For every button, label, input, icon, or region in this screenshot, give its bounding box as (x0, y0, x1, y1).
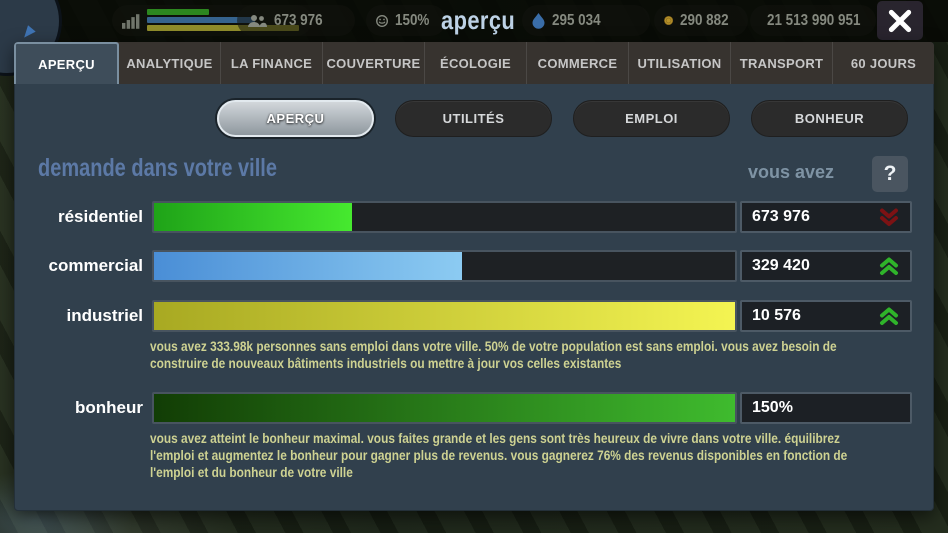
row-label-residential: résidentiel (57, 207, 143, 226)
value-box-commercial: 329 420 (740, 250, 912, 282)
you-have-label: vous avez (747, 162, 834, 182)
population-value: 673 976 (274, 11, 323, 29)
happiness-value: 150% (395, 11, 430, 29)
tab-ecologie[interactable]: ÉCOLOGIE (425, 42, 527, 84)
demand-bar-residential (152, 201, 737, 233)
population-pill[interactable]: 673 976 (237, 5, 355, 36)
value-box-residential: 673 976 (740, 201, 912, 233)
trend-up-icon (880, 307, 898, 325)
minimap-needle-icon (20, 25, 36, 41)
demand-bar-fill-residential (154, 203, 352, 231)
tab-couverture[interactable]: COUVERTURE (323, 42, 425, 84)
topbar: 673 976 150% aperçu 295 034 290 882 (0, 0, 948, 76)
smiley-icon (376, 14, 389, 27)
row-label-happiness: bonheur (75, 398, 143, 417)
value-box-industrial: 10 576 (740, 300, 912, 332)
tab-utilisation[interactable]: UTILISATION (629, 42, 731, 84)
row-label-industrial: industriel (66, 306, 143, 325)
industrial-value: 10 576 (752, 307, 801, 324)
tab-la-finance[interactable]: LA FINANCE (221, 42, 323, 84)
residential-value: 673 976 (752, 208, 810, 225)
happiness-caption: vous avez atteint le bonheur maximal. vo… (150, 431, 848, 480)
tab-bar: APERÇU ANALYTIQUE LA FINANCE COUVERTURE … (14, 42, 934, 84)
happiness-bar-fill (154, 394, 735, 422)
tab-commerce[interactable]: COMMERCE (527, 42, 629, 84)
overview-panel: APERÇU ANALYTIQUE LA FINANCE COUVERTURE … (14, 42, 934, 511)
demand-bar-fill-commercial (154, 252, 462, 280)
happiness-percent-value: 150% (752, 399, 793, 416)
cash-value: 21 513 990 951 (767, 11, 861, 29)
demand-bar-industrial (152, 300, 737, 332)
row-label-commercial: commercial (48, 256, 144, 275)
tab-apercu[interactable]: APERÇU (14, 42, 119, 84)
trend-up-icon (880, 257, 898, 275)
happiness-pill[interactable]: 150% (366, 5, 446, 36)
value-box-happiness: 150% (740, 392, 912, 424)
demand-bar-fill-industrial (154, 302, 735, 330)
trend-down-icon (880, 208, 898, 226)
industrial-caption: vous avez 333.98k personnes sans emploi … (150, 339, 837, 371)
blue-resource-pill[interactable]: 295 034 (522, 5, 650, 36)
subtab-utilites[interactable]: UTILITÉS (395, 100, 552, 137)
tab-60-jours[interactable]: 60 JOURS (850, 55, 917, 71)
tab-analytique[interactable]: ANALYTIQUE (119, 42, 221, 84)
close-icon (888, 9, 912, 32)
subtab-bonheur[interactable]: BONHEUR (751, 100, 908, 137)
page-title: aperçu (441, 5, 516, 35)
subtab-bar: APERÇU UTILITÉS EMPLOI BONHEUR (217, 100, 908, 137)
commercial-value: 329 420 (752, 257, 810, 274)
residential-mini-bar (146, 9, 209, 15)
water-drop-icon (532, 12, 545, 29)
subtab-emploi[interactable]: EMPLOI (573, 100, 730, 137)
bar-chart-icon (122, 13, 140, 29)
demand-mini-bars (146, 5, 303, 36)
section-heading: demande dans votre ville (38, 154, 277, 182)
population-icon (248, 14, 267, 27)
tab-transport[interactable]: TRANSPORT (731, 42, 833, 84)
gold-coins-pill[interactable]: 290 882 (654, 5, 748, 36)
gold-coins-value: 290 882 (680, 11, 729, 29)
demand-bar-commercial (152, 250, 737, 282)
blue-resource-value: 295 034 (552, 11, 601, 29)
subtab-apercu[interactable]: APERÇU (217, 100, 374, 137)
close-button[interactable] (877, 1, 923, 40)
commercial-mini-bar (146, 17, 255, 23)
help-button[interactable]: ? (872, 156, 908, 192)
gold-coin-icon (664, 15, 674, 26)
cash-pill[interactable]: 21 513 990 951 (750, 5, 876, 36)
happiness-bar (152, 392, 737, 424)
industrial-mini-bar (146, 25, 299, 31)
